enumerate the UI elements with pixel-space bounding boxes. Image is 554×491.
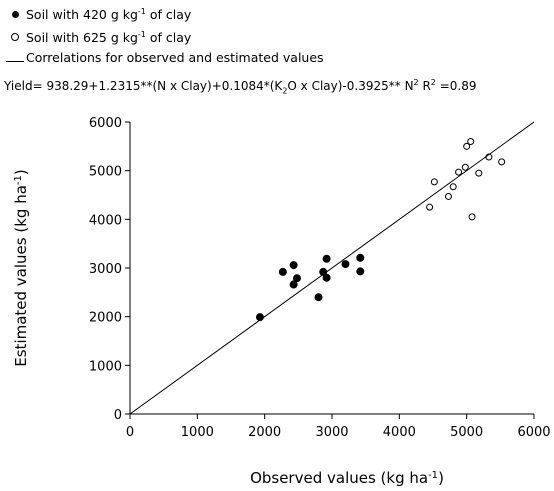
data-point-625 bbox=[467, 137, 475, 145]
legend-item-filled: Soil with 420 g kg-1 of clay bbox=[4, 2, 324, 25]
data-point-625 bbox=[426, 203, 434, 211]
x-tick-label: 3000 bbox=[315, 425, 348, 440]
data-point-625 bbox=[475, 169, 483, 177]
x-tick-label: 1000 bbox=[181, 425, 214, 440]
data-point-625 bbox=[498, 158, 506, 166]
regression-equation: Yield= 938.29+1.2315**(N x Clay)+0.1084*… bbox=[4, 78, 477, 96]
y-tick-label: 0 bbox=[114, 408, 122, 423]
correlation-line bbox=[129, 121, 535, 415]
y-tick-label: 5000 bbox=[89, 165, 122, 180]
x-tick-label: 5000 bbox=[450, 425, 483, 440]
y-tick-label: 2000 bbox=[89, 311, 122, 326]
data-point-625 bbox=[463, 142, 471, 150]
data-point-625 bbox=[455, 168, 463, 176]
data-point-420 bbox=[314, 293, 323, 302]
legend-open-marker bbox=[4, 27, 26, 47]
y-axis-label: Estimated values (kg ha-1) bbox=[12, 169, 30, 366]
legend-filled-label: Soil with 420 g kg-1 of clay bbox=[26, 7, 192, 23]
data-point-420 bbox=[356, 253, 365, 262]
x-tick-label: 4000 bbox=[383, 425, 416, 440]
x-axis-label: Observed values (kg ha-1) bbox=[250, 469, 444, 487]
data-point-420 bbox=[341, 260, 350, 269]
data-point-420 bbox=[356, 267, 365, 276]
chart-marks bbox=[129, 121, 535, 415]
legend-filled-marker bbox=[4, 4, 26, 24]
legend-item-open: Soil with 625 g kg-1 of clay bbox=[4, 25, 324, 48]
data-point-625 bbox=[444, 192, 452, 200]
y-tick-label: 4000 bbox=[89, 213, 122, 228]
y-tick-label: 1000 bbox=[89, 359, 122, 374]
legend-line-marker bbox=[4, 48, 26, 68]
chart-ticks: 0 1000 2000 3000 4000 5000 6000 0 1000 2000 3000 40… bbox=[89, 116, 551, 440]
x-tick-label: 0 bbox=[126, 425, 134, 440]
x-tick-label: 2000 bbox=[248, 425, 281, 440]
legend: Soil with 420 g kg-1 of clay Soil with 6… bbox=[4, 2, 324, 68]
legend-line-label: Correlations for observed and estimated … bbox=[26, 50, 324, 66]
x-tick-label: 6000 bbox=[517, 425, 550, 440]
data-point-420 bbox=[278, 267, 287, 276]
data-point-420 bbox=[289, 261, 298, 270]
data-point-420 bbox=[322, 273, 331, 282]
data-point-625 bbox=[461, 163, 469, 171]
data-point-625 bbox=[449, 183, 457, 191]
y-tick-label: 3000 bbox=[89, 262, 122, 277]
data-point-420 bbox=[322, 254, 331, 263]
legend-item-line: Correlations for observed and estimated … bbox=[4, 48, 324, 68]
data-point-420 bbox=[289, 280, 298, 289]
data-point-420 bbox=[292, 274, 301, 283]
legend-open-label: Soil with 625 g kg-1 of clay bbox=[26, 30, 192, 46]
data-point-625 bbox=[430, 178, 438, 186]
y-tick-label: 6000 bbox=[89, 116, 122, 131]
data-point-625 bbox=[468, 213, 476, 221]
